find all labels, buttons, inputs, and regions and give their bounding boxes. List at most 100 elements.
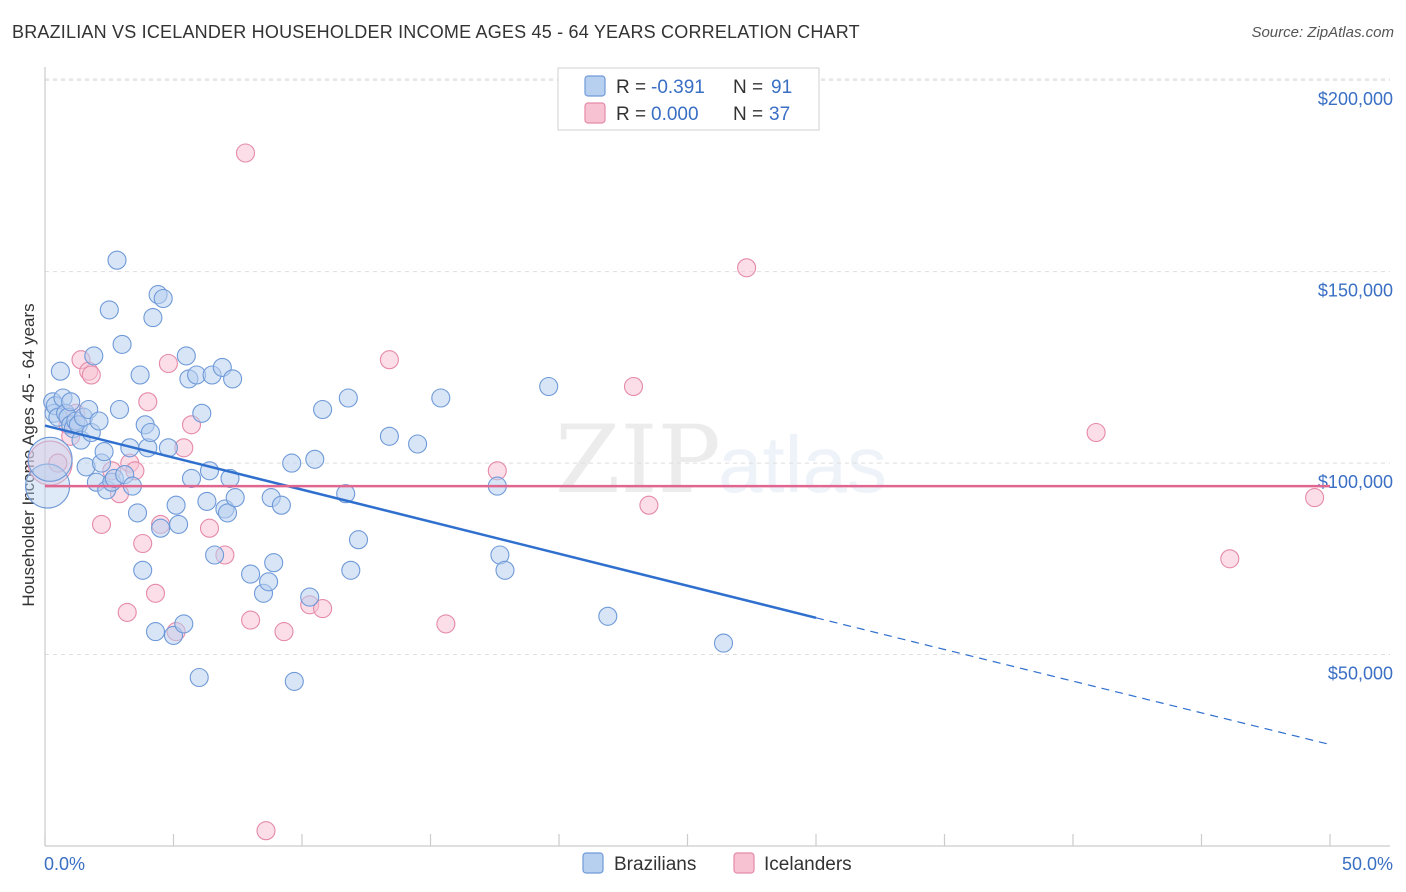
legend-swatch-brazilians	[584, 75, 606, 97]
icelanders-point	[313, 599, 333, 619]
legend-icelanders-n-label: N =	[733, 104, 763, 125]
x-tick-label-left: 0.0%	[44, 854, 85, 874]
source-label: Source: ZipAtlas.com	[1251, 24, 1394, 41]
bottom-legend-brazilians: Brazilians	[614, 854, 696, 875]
y-tick-labels: $50,000 $100,000 $150,000 $200,000	[1318, 89, 1393, 683]
y-tick-label: $100,000	[1318, 472, 1393, 492]
brazilians-point	[181, 468, 202, 488]
watermark-atlas: atlas	[718, 420, 887, 509]
legend-brazilians-n-label: N =	[733, 77, 763, 98]
brazilians-point	[217, 503, 238, 523]
brazilians-point	[225, 488, 245, 508]
brazilians-point	[284, 671, 304, 691]
legend-icelanders-r-value: 0.000	[651, 104, 699, 125]
y-tick-label: $200,000	[1318, 89, 1393, 109]
bottom-legend-swatch-icelanders	[733, 852, 755, 874]
brazilians-point	[176, 346, 196, 366]
brazilians-point	[130, 365, 150, 385]
brazilians-point	[271, 495, 291, 515]
icelanders-point	[379, 350, 399, 370]
icelanders-point	[639, 495, 659, 515]
brazilians-point	[166, 495, 186, 515]
icelanders-point	[138, 392, 158, 412]
y-tick-label: $50,000	[1328, 664, 1393, 684]
brazilians-point	[61, 392, 81, 412]
brazilians-point	[145, 622, 166, 642]
brazilians-point	[140, 422, 160, 443]
brazilians-point	[127, 503, 148, 523]
brazilians-point	[27, 436, 73, 482]
icelanders-point	[91, 514, 112, 534]
brazilians-point	[598, 606, 618, 626]
icelanders-point	[241, 610, 261, 630]
icelanders-point	[133, 533, 153, 554]
icelanders-point	[81, 365, 101, 385]
brazilians-point	[379, 426, 399, 446]
chart-title: BRAZILIAN VS ICELANDER HOUSEHOLDER INCOM…	[12, 22, 860, 42]
icelanders-point	[235, 143, 256, 163]
brazilians-point	[348, 530, 369, 550]
brazilians-point	[282, 453, 302, 473]
brazilians-point	[197, 491, 217, 511]
correlation-legend: R = -0.391 N = 91 R = 0.000 N = 37	[557, 67, 820, 131]
brazilians-point	[223, 369, 243, 389]
icelanders-point	[1305, 488, 1325, 508]
watermark: ZIP atlas	[555, 406, 887, 515]
legend-swatch-icelanders	[584, 102, 606, 124]
brazilians-point	[94, 442, 114, 462]
brazilians-point	[495, 560, 515, 580]
icelanders-point	[117, 602, 137, 622]
legend-brazilians-r-label: R =	[616, 77, 646, 98]
brazilians-points	[25, 250, 734, 691]
legend-brazilians-n-value: 91	[771, 77, 792, 98]
icelanders-point	[256, 821, 276, 841]
brazilians-point	[408, 434, 428, 454]
bottom-legend-icelanders: Icelanders	[764, 854, 852, 875]
brazilians-point	[264, 553, 284, 573]
brazilians-point	[338, 388, 358, 408]
brazilians-point	[189, 667, 209, 688]
brazilians-point	[300, 587, 320, 607]
brazilians-trend-line	[44, 424, 817, 620]
bottom-legend-swatch-brazilians	[582, 852, 604, 874]
icelanders-point	[436, 614, 456, 634]
brazilians-point	[143, 308, 163, 328]
brazilians-point	[305, 449, 325, 469]
brazilians-point	[84, 346, 104, 366]
icelanders-point	[623, 376, 644, 397]
icelanders-point	[1220, 549, 1240, 569]
x-tick-label-right: 50.0%	[1342, 854, 1393, 874]
brazilians-point	[133, 560, 153, 580]
brazilians-trend-extension	[815, 617, 1331, 746]
watermark-zip: ZIP	[555, 406, 721, 515]
legend-icelanders-n-value: 37	[769, 104, 790, 125]
brazilians-point	[151, 518, 171, 538]
brazilians-point	[192, 403, 212, 423]
icelanders-point	[737, 258, 757, 278]
icelanders-point	[199, 518, 220, 538]
series-legend: Brazilians Icelanders	[582, 852, 852, 875]
trend-lines	[44, 424, 1331, 746]
brazilians-point	[89, 411, 109, 431]
brazilians-point	[241, 564, 261, 584]
brazilians-point	[313, 399, 333, 420]
brazilians-point	[153, 288, 173, 309]
brazilians-point	[174, 614, 194, 634]
brazilians-point	[50, 361, 70, 381]
legend-brazilians-r-value: -0.391	[651, 77, 705, 98]
brazilians-point	[109, 399, 130, 420]
legend-icelanders-r-label: R =	[616, 104, 646, 125]
y-tick-label: $150,000	[1318, 281, 1393, 301]
brazilians-point	[539, 376, 559, 397]
icelanders-point	[1086, 422, 1106, 443]
brazilians-point	[259, 572, 279, 592]
brazilians-point	[99, 300, 119, 320]
brazilians-point	[112, 334, 132, 354]
x-tick-marks	[44, 834, 1331, 846]
icelanders-point	[48, 453, 68, 473]
brazilians-point	[205, 545, 225, 565]
brazilians-point	[169, 514, 189, 534]
icelanders-point	[158, 353, 178, 374]
brazilians-point	[713, 633, 734, 653]
